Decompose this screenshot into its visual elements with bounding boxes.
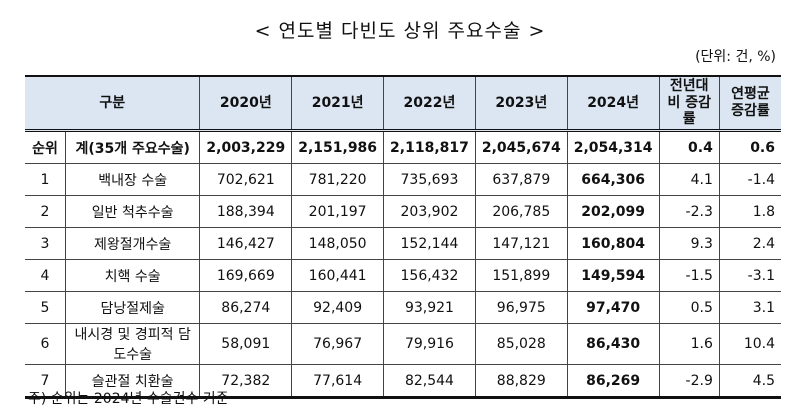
header-yoy: 전년대비 증감률 [658, 75, 720, 132]
value-cell: 77,614 [291, 364, 385, 399]
value-cell: 2,151,986 [291, 130, 385, 164]
table-row: 4 치핵 수술 169,669 160,441 156,432 151,899 149,59… [25, 259, 781, 292]
value-cell: 203,902 [383, 195, 476, 228]
table-title: < 연도별 다빈도 상위 주요수술 > [254, 20, 546, 42]
value-cell: 93,921 [383, 291, 476, 324]
value-cell: 781,220 [291, 163, 385, 196]
value-cell: 2,045,674 [474, 130, 568, 164]
yoy-cell: 0.5 [658, 291, 720, 324]
value-cell: 96,975 [474, 291, 568, 324]
yoy-cell: -2.9 [658, 364, 720, 399]
cagr-cell: 2.4 [718, 227, 781, 260]
total-row: 순위 계(35개 주요수술) 2,003,229 2,151,986 2,118,817… [25, 130, 781, 164]
cagr-cell: -1.4 [718, 163, 781, 196]
unit-label: (단위: 건, %) [695, 49, 776, 65]
rank-cell: 2 [25, 195, 66, 228]
yoy-cell: -2.3 [658, 195, 720, 228]
value-cell: 188,394 [199, 195, 293, 228]
value-cell: 72,382 [199, 364, 293, 399]
header-2023: 2023년 [474, 75, 568, 132]
value-cell: 2,118,817 [383, 130, 476, 164]
table-row: 1 백내장 수술 702,621 781,220 735,693 637,879 664,3… [25, 163, 781, 196]
value-cell: 85,028 [474, 323, 568, 365]
value-cell: 88,829 [474, 364, 568, 399]
yoy-cell: -1.5 [658, 259, 720, 292]
header-cagr: 연평균 증감률 [718, 75, 781, 132]
cagr-cell: 0.6 [718, 130, 781, 164]
value-cell: 92,409 [291, 291, 385, 324]
value-cell: 156,432 [383, 259, 476, 292]
rank-cell: 7 [25, 364, 66, 399]
yoy-cell: 1.6 [658, 323, 720, 365]
value-cell: 2,054,314 [566, 130, 660, 164]
rank-cell: 4 [25, 259, 66, 292]
name-cell: 제왕절개수술 [64, 227, 201, 260]
surgery-table: 구분 2020년 2021년 2022년 2023년 2024년 전년대비 증감… [25, 75, 781, 399]
yoy-cell: 0.4 [658, 130, 720, 164]
header-row: 구분 2020년 2021년 2022년 2023년 2024년 전년대비 증감… [25, 75, 781, 132]
name-cell: 일반 척추수술 [64, 195, 201, 228]
header-2024: 2024년 [566, 75, 660, 132]
value-cell: 86,269 [566, 364, 660, 399]
table-row: 7 슬관절 치환술 72,382 77,614 82,544 88,829 86,269 -2… [25, 364, 781, 399]
cagr-cell: 3.1 [718, 291, 781, 324]
name-cell: 치핵 수술 [64, 259, 201, 292]
value-cell: 201,197 [291, 195, 385, 228]
rank-cell: 순위 [25, 130, 66, 164]
footnote: 주) 순위는 2024년 수술건수 기준 [28, 391, 229, 407]
name-cell: 계(35개 주요수술) [64, 130, 201, 164]
table-row: 3 제왕절개수술 146,427 148,050 152,144 147,121 160,8… [25, 227, 781, 260]
table-row: 5 담낭절제술 86,274 92,409 93,921 96,975 97,470 0.5 3… [25, 291, 781, 324]
value-cell: 637,879 [474, 163, 568, 196]
rank-cell: 1 [25, 163, 66, 196]
value-cell: 79,916 [383, 323, 476, 365]
table-row: 2 일반 척추수술 188,394 201,197 203,902 206,785 202,… [25, 195, 781, 228]
rank-cell: 3 [25, 227, 66, 260]
name-cell: 백내장 수술 [64, 163, 201, 196]
rank-cell: 5 [25, 291, 66, 324]
header-2020: 2020년 [199, 75, 293, 132]
value-cell: 86,274 [199, 291, 293, 324]
value-cell: 664,306 [566, 163, 660, 196]
rank-cell: 6 [25, 323, 66, 365]
value-cell: 202,099 [566, 195, 660, 228]
header-2021: 2021년 [291, 75, 385, 132]
table-row: 6 내시경 및 경피적 담도수술 58,091 76,967 79,916 85,028 8… [25, 323, 781, 365]
name-cell: 슬관절 치환술 [64, 364, 201, 399]
value-cell: 147,121 [474, 227, 568, 260]
cagr-cell: 10.4 [718, 323, 781, 365]
cagr-cell: 4.5 [718, 364, 781, 399]
header-2022: 2022년 [383, 75, 476, 132]
value-cell: 149,594 [566, 259, 660, 292]
yoy-cell: 4.1 [658, 163, 720, 196]
value-cell: 702,621 [199, 163, 293, 196]
value-cell: 160,441 [291, 259, 385, 292]
value-cell: 82,544 [383, 364, 476, 399]
value-cell: 76,967 [291, 323, 385, 365]
header-category: 구분 [25, 75, 201, 132]
cagr-cell: -3.1 [718, 259, 781, 292]
value-cell: 58,091 [199, 323, 293, 365]
value-cell: 169,669 [199, 259, 293, 292]
value-cell: 97,470 [566, 291, 660, 324]
value-cell: 152,144 [383, 227, 476, 260]
cagr-cell: 1.8 [718, 195, 781, 228]
value-cell: 735,693 [383, 163, 476, 196]
value-cell: 160,804 [566, 227, 660, 260]
value-cell: 86,430 [566, 323, 660, 365]
value-cell: 146,427 [199, 227, 293, 260]
yoy-cell: 9.3 [658, 227, 720, 260]
name-cell: 담낭절제술 [64, 291, 201, 324]
name-cell: 내시경 및 경피적 담도수술 [64, 323, 201, 365]
value-cell: 151,899 [474, 259, 568, 292]
value-cell: 206,785 [474, 195, 568, 228]
value-cell: 2,003,229 [199, 130, 293, 164]
value-cell: 148,050 [291, 227, 385, 260]
